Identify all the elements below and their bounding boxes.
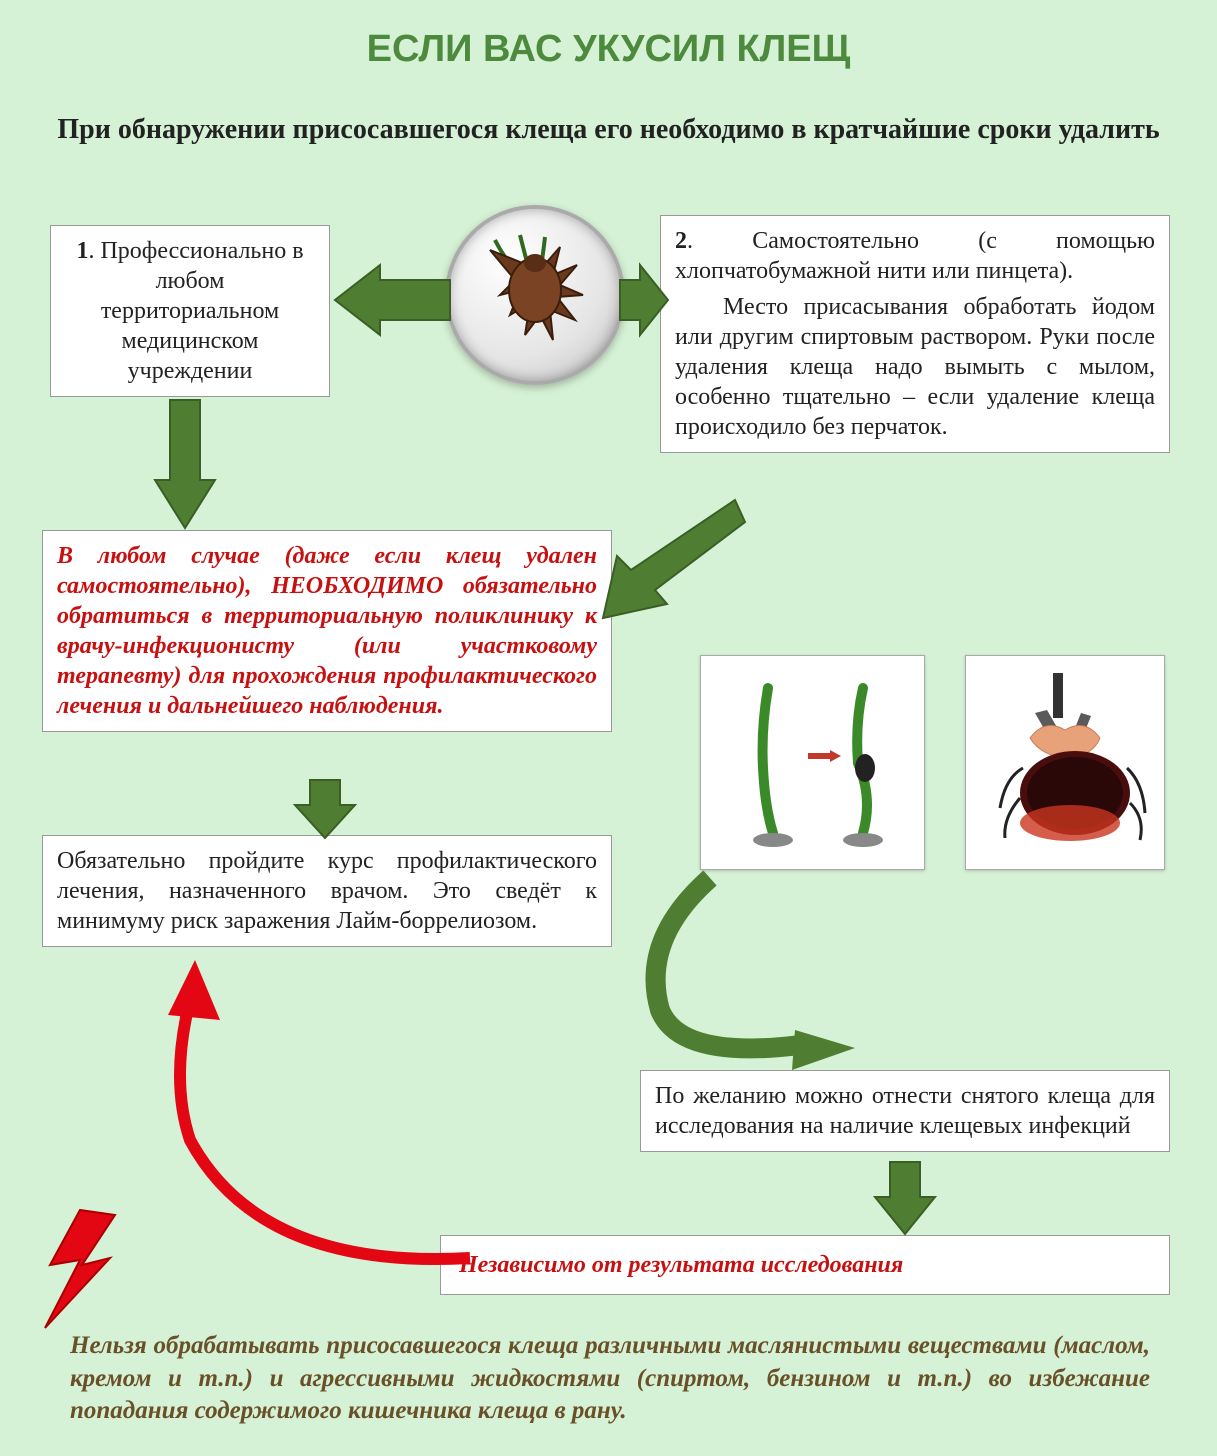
box6-text: Независимо от результата исследования: [459, 1252, 903, 1278]
page-title: ЕСЛИ ВАС УКУСИЛ КЛЕЩ: [0, 28, 1217, 71]
box1-num: 1: [76, 238, 88, 264]
box2-num: 2: [675, 228, 687, 254]
lightning-icon: [40, 1210, 150, 1330]
arrow-left-icon: [330, 260, 450, 340]
arrow-curve-green-icon: [620, 870, 880, 1080]
box-lab-test: По желанию можно отнести снятого клеща д…: [640, 1070, 1170, 1152]
box1-text: . Профессионально в любом территориально…: [88, 238, 303, 384]
illustration-tweezers: [965, 655, 1165, 870]
box2-text-b: Место присасывания обработать йодом или …: [675, 292, 1155, 442]
arrow-curve-red-icon: [120, 960, 480, 1280]
box2-text-a: . Самостоятельно (с помощью хлопчатобума…: [675, 228, 1155, 284]
arrow-down-3-icon: [870, 1162, 940, 1237]
arrow-diag-icon: [595, 500, 745, 630]
box-regardless-result: Независимо от результата исследования: [440, 1235, 1170, 1295]
arrow-right-icon: [620, 260, 670, 340]
box3-text: В любом случае (даже если клещ удален са…: [57, 543, 597, 719]
box-professional: 1. Профессионально в любом территориальн…: [50, 225, 330, 397]
box-self-remove: 2. Самостоятельно (с помощью хлопчатобум…: [660, 215, 1170, 453]
illustration-thread: [700, 655, 925, 870]
box5-text: По желанию можно отнести снятого клеща д…: [655, 1083, 1155, 1139]
footer-warning: Нельзя обрабатывать присосавшегося клеща…: [70, 1330, 1150, 1428]
page-subtitle: При обнаружении присосавшегося клеща его…: [0, 112, 1217, 147]
arrow-down-2-icon: [290, 780, 360, 840]
box4-text: Обязательно пройдите курс профилактическ…: [57, 848, 597, 934]
box-treatment-course: Обязательно пройдите курс профилактическ…: [42, 835, 612, 947]
tick-circle-icon: [445, 205, 625, 385]
box-must-consult: В любом случае (даже если клещ удален са…: [42, 530, 612, 732]
arrow-down-1-icon: [150, 400, 220, 530]
